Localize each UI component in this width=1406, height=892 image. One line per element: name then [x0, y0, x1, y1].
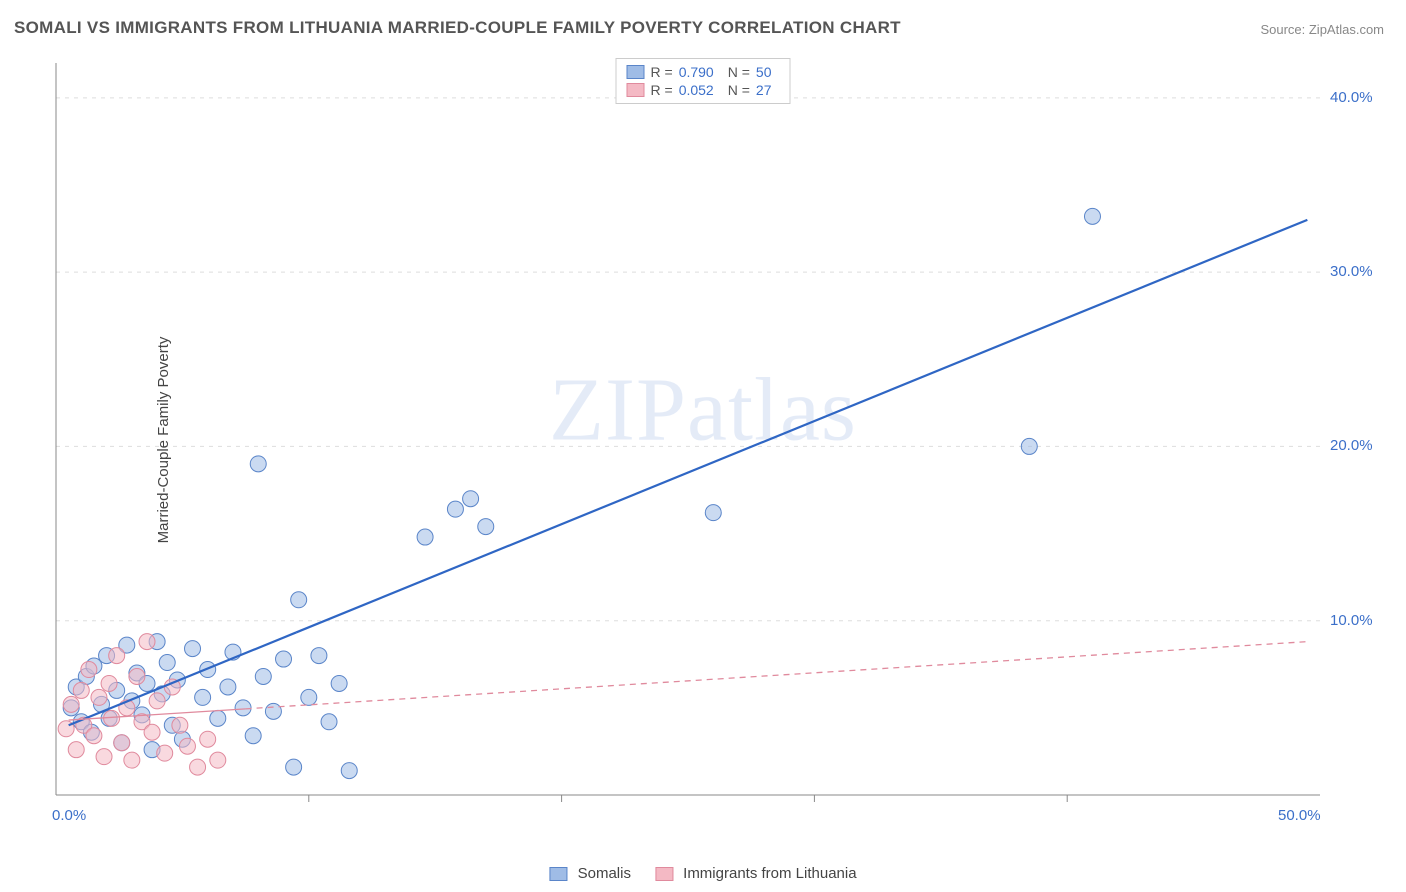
r-label: R = — [651, 64, 673, 80]
legend-row-lithuania: R = 0.052 N = 27 — [627, 81, 780, 99]
chart-area: Married-Couple Family Poverty — [50, 55, 1370, 825]
legend-swatch-lithuania — [627, 83, 645, 97]
legend-label-somalis: Somalis — [578, 865, 631, 882]
legend-row-somalis: R = 0.790 N = 50 — [627, 63, 780, 81]
legend-swatch-icon — [655, 867, 673, 881]
correlation-legend: R = 0.790 N = 50 R = 0.052 N = 27 — [616, 58, 791, 104]
r-value-somalis: 0.790 — [679, 64, 714, 80]
chart-title: SOMALI VS IMMIGRANTS FROM LITHUANIA MARR… — [14, 18, 901, 38]
legend-swatch-somalis — [627, 65, 645, 79]
y-tick-label: 30.0% — [1330, 263, 1373, 280]
legend-item-lithuania: Immigrants from Lithuania — [655, 865, 857, 882]
r-value-lithuania: 0.052 — [679, 82, 714, 98]
y-tick-label: 20.0% — [1330, 437, 1373, 454]
r-label: R = — [651, 82, 673, 98]
y-tick-label: 40.0% — [1330, 89, 1373, 106]
x-tick-label: 0.0% — [52, 807, 86, 824]
legend-label-lithuania: Immigrants from Lithuania — [683, 865, 856, 882]
scatter-plot — [50, 55, 1370, 825]
legend-item-somalis: Somalis — [549, 865, 631, 882]
n-label: N = — [728, 64, 750, 80]
y-axis-label: Married-Couple Family Poverty — [155, 337, 172, 544]
legend-swatch-icon — [549, 867, 567, 881]
source-label: Source: ZipAtlas.com — [1260, 22, 1384, 37]
x-tick-label: 50.0% — [1278, 807, 1321, 824]
n-value-somalis: 50 — [756, 64, 772, 80]
y-tick-label: 10.0% — [1330, 612, 1373, 629]
series-legend: Somalis Immigrants from Lithuania — [549, 865, 856, 882]
n-value-lithuania: 27 — [756, 82, 772, 98]
n-label: N = — [728, 82, 750, 98]
